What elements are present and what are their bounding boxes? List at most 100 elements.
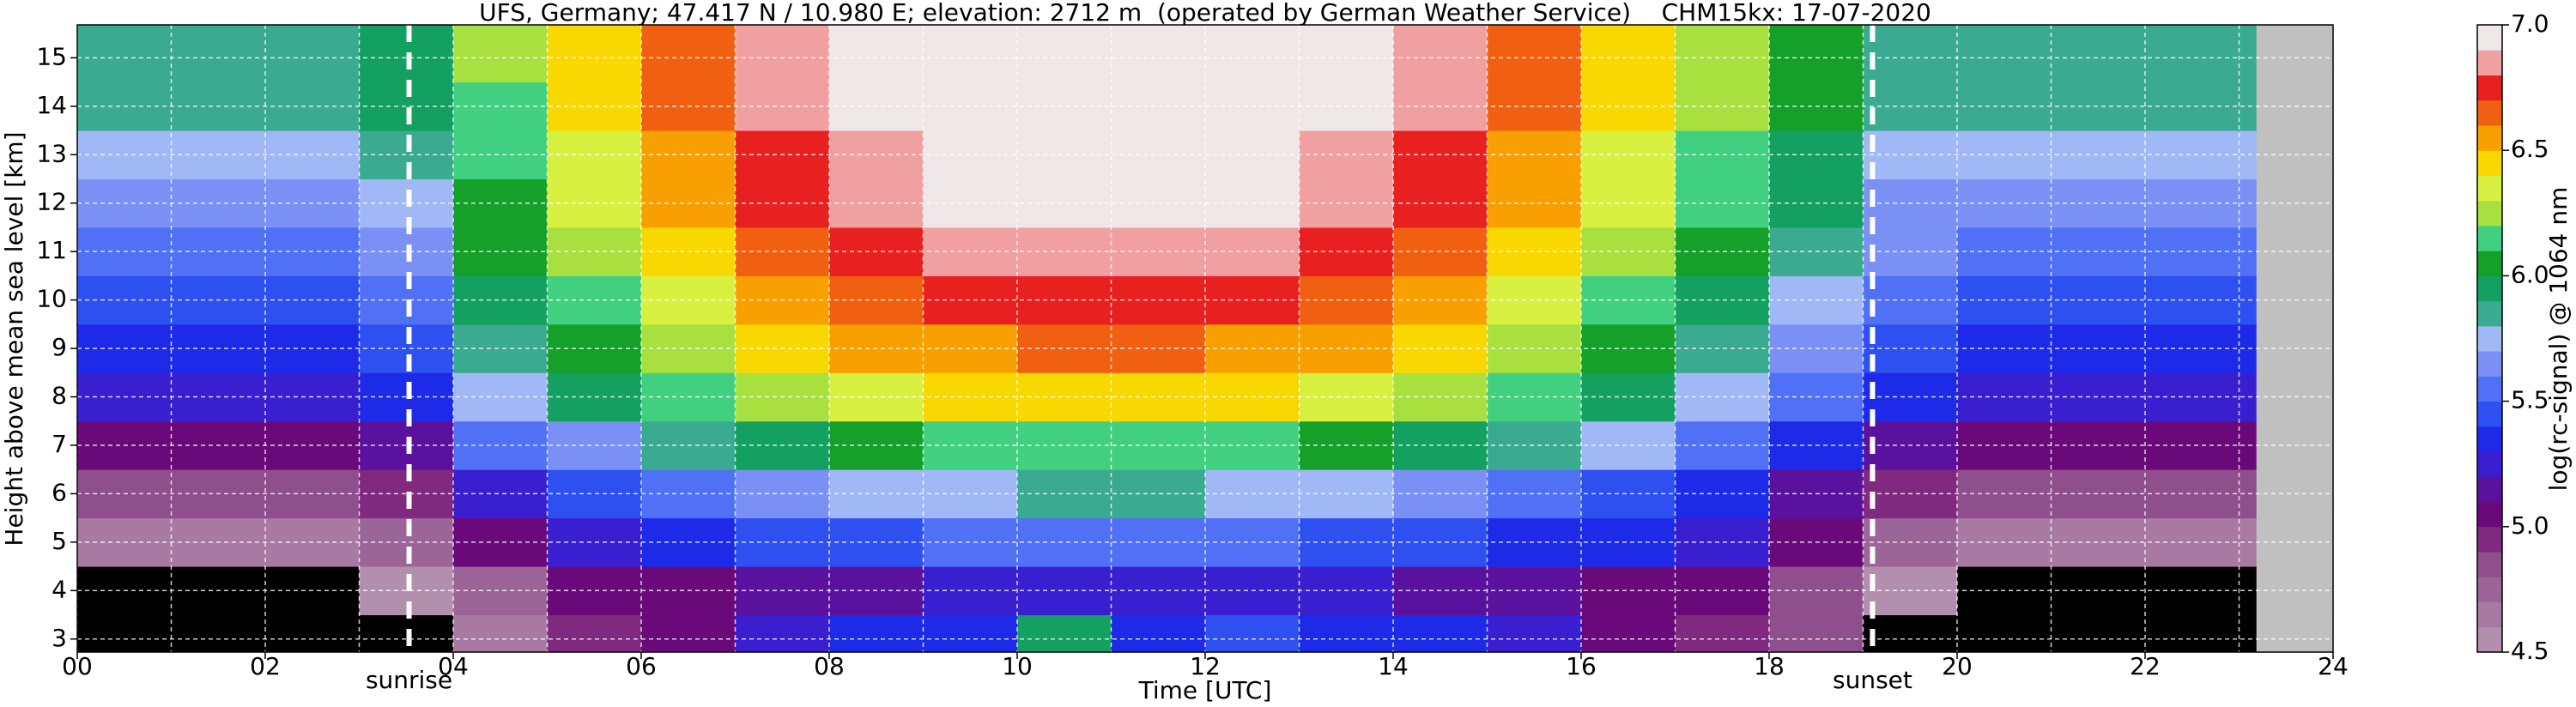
heatmap-cell: [829, 614, 924, 653]
colorbar-segment: [2477, 251, 2502, 276]
heatmap-cell: [1581, 275, 1676, 325]
heatmap-cell: [453, 420, 548, 470]
colorbar-segment: [2477, 75, 2502, 101]
heatmap-cell: [359, 614, 454, 653]
y-tick-label: 9: [52, 333, 67, 361]
x-tick-label: 22: [2130, 652, 2161, 680]
x-tick-label: 18: [1754, 652, 1785, 680]
heatmap-cell: [1863, 614, 1958, 653]
heatmap-cell: [453, 275, 548, 325]
colorbar-segment: [2477, 552, 2502, 577]
heatmap-cell: [1863, 25, 1958, 83]
colorbar-segment: [2477, 50, 2502, 76]
heatmap-cell: [2145, 517, 2257, 567]
heatmap-cell: [2145, 372, 2257, 422]
colorbar-segment: [2477, 526, 2502, 553]
y-axis-label: Height above mean sea level [km]: [0, 131, 28, 546]
colorbar-segment: [2477, 501, 2502, 528]
heatmap-cell: [1393, 614, 1488, 653]
heatmap-cell: [1299, 25, 1394, 83]
heatmap-cell: [2145, 227, 2257, 276]
colorbar-segment: [2477, 451, 2502, 477]
heatmap-cell: [1299, 614, 1394, 653]
y-tick-label: 11: [36, 236, 67, 264]
heatmap-cell: [1017, 517, 1112, 567]
heatmap-cell: [77, 614, 172, 653]
colorbar-segment: [2477, 626, 2502, 653]
colorbar-tick-label: 6.0: [2511, 260, 2549, 288]
heatmap-cell: [1205, 25, 1300, 83]
heatmap-cell: [2145, 614, 2257, 653]
heatmap-cell: [359, 25, 454, 83]
heatmap-cell: [1017, 178, 1112, 228]
heatmap-cell: [1487, 25, 1582, 83]
heatmap-cell: [1769, 25, 1864, 83]
heatmap-cell: [1017, 323, 1112, 373]
heatmap-cell: [2145, 275, 2257, 325]
heatmap-cell: [735, 614, 830, 653]
heatmap-cell: [2145, 82, 2257, 131]
heatmap-cell: [1581, 130, 1676, 180]
heatmap-cell: [1675, 25, 1770, 83]
x-tick-label: 04: [438, 652, 469, 680]
y-tick-label: 14: [36, 91, 67, 119]
x-tick-label: 06: [626, 652, 657, 680]
y-tick-label: 5: [52, 527, 67, 555]
colorbar-segment: [2477, 124, 2502, 151]
heatmap-cell: [1017, 614, 1112, 653]
colorbar-segment: [2477, 401, 2502, 427]
heatmap-cell: [1581, 517, 1676, 567]
heatmap-cell: [2145, 25, 2257, 83]
colorbar-tick-label: 6.5: [2511, 135, 2549, 163]
heatmap-cell: [1111, 614, 1206, 653]
colorbar-segment: [2477, 100, 2502, 126]
heatmap-cell: [453, 178, 548, 228]
annotation-label: sunrise: [366, 666, 452, 694]
heatmap-cell: [453, 25, 548, 83]
y-tick-label: 12: [36, 188, 67, 216]
colorbar-segment: [2477, 175, 2502, 202]
colorbar-tick-label: 5.0: [2511, 511, 2549, 540]
heatmap-cell: [265, 614, 360, 653]
heatmap-cell: [1017, 227, 1112, 276]
x-tick-label: 10: [1002, 652, 1033, 680]
heatmap-cell: [453, 130, 548, 180]
heatmap-cell: [1487, 614, 1582, 653]
heatmap-cell: [1111, 25, 1206, 83]
colorbar-segment: [2477, 376, 2502, 402]
colorbar-segment: [2477, 351, 2502, 377]
heatmap-cell: [1581, 323, 1676, 373]
colorbar-segment: [2477, 225, 2502, 251]
heatmap-cell: [2145, 323, 2257, 373]
heatmap-cell: [2051, 25, 2146, 83]
annotation-label: sunset: [1833, 666, 1912, 694]
colorbar-label: log(rc-signal) @ 1064 nm: [2544, 187, 2573, 492]
heatmap-cell: [1581, 82, 1676, 131]
heatmap-cell: [171, 614, 266, 653]
x-tick-label: 14: [1378, 652, 1409, 680]
colorbar-segment: [2477, 25, 2502, 51]
heatmap-cell: [171, 25, 266, 83]
heatmap-cell: [1581, 25, 1676, 83]
heatmap-cell: [1581, 614, 1676, 653]
heatmap-cell: [1017, 566, 1112, 616]
heatmap-cell: [1017, 372, 1112, 422]
colorbar-segment: [2477, 275, 2502, 302]
x-tick-label: 16: [1566, 652, 1597, 680]
heatmap-cell: [923, 614, 1018, 653]
heatmap-cell: [641, 614, 736, 653]
heatmap-cell: [77, 25, 172, 83]
colorbar-segment: [2477, 150, 2502, 176]
heatmap-cell: [1017, 275, 1112, 325]
heatmap-cell: [1017, 469, 1112, 519]
heatmap-cell: [453, 469, 548, 519]
x-tick-label: 24: [2318, 652, 2349, 680]
heatmap-cell: [1017, 82, 1112, 131]
chart-title: UFS, Germany; 47.417 N / 10.980 E; eleva…: [479, 0, 1931, 27]
y-tick-label: 10: [36, 285, 67, 313]
heatmap-cell: [453, 614, 548, 653]
heatmap-cell: [547, 614, 642, 653]
colorbar-tick-label: 7.0: [2511, 9, 2549, 38]
heatmap-cell: [1017, 420, 1112, 470]
colorbar-segment: [2477, 300, 2502, 327]
